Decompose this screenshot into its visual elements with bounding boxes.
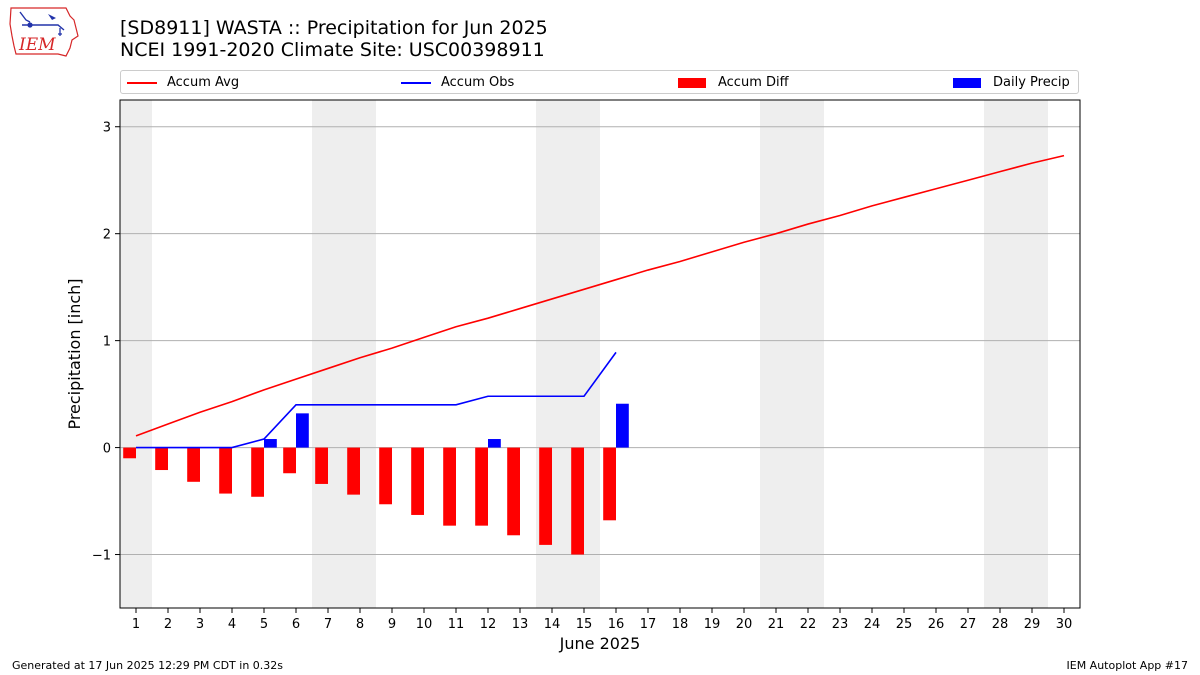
accum-diff-bar [251,447,264,497]
accum-diff-bar [411,447,424,515]
weekend-band [312,100,376,608]
y-tick-label: 0 [103,442,111,457]
x-tick-label: 16 [608,617,625,632]
x-tick-label: 8 [356,617,364,632]
x-tick-label: 24 [864,617,881,632]
x-tick-label: 25 [896,617,913,632]
legend-label-accum-obs: Accum Obs [441,75,515,90]
legend-swatch-daily-precip [953,78,981,88]
weekend-band [984,100,1048,608]
x-tick-label: 4 [228,617,236,632]
daily-precip-bar [488,439,501,448]
chart-subtitle: NCEI 1991-2020 Climate Site: USC00398911 [120,39,545,61]
accum-diff-bar [603,447,616,521]
x-tick-label: 2 [164,617,172,632]
x-tick-label: 29 [1024,617,1041,632]
x-tick-label: 10 [416,617,433,632]
accum-diff-bar [507,447,520,536]
app-label: IEM Autoplot App #17 [1066,659,1189,672]
x-tick-label: 17 [640,617,657,632]
legend-swatch-accum-diff [678,78,706,88]
x-tick-label: 12 [480,617,497,632]
accum-diff-bar [539,447,552,545]
x-tick-label: 18 [672,617,689,632]
x-tick-label: 5 [260,617,268,632]
daily-precip-bar [296,413,309,448]
chart-legend: Accum Avg Accum Obs Accum Diff Daily Pre… [120,70,1079,94]
generated-timestamp: Generated at 17 Jun 2025 12:29 PM CDT in… [12,659,284,672]
y-tick-label: 3 [103,121,111,136]
x-tick-label: 6 [292,617,300,632]
accum-diff-bar [443,447,456,526]
x-tick-label: 9 [388,617,396,632]
y-axis-label: Precipitation [inch] [65,278,84,429]
accum-diff-bar [219,447,232,494]
x-tick-label: 21 [768,617,785,632]
logo-text: IEM [18,35,56,55]
plot-frame [119,99,1081,609]
accum-diff-bar [187,447,200,482]
weekend-band [760,100,824,608]
x-tick-label: 22 [800,617,817,632]
x-tick-label: 23 [832,617,849,632]
accum-diff-bar [283,447,296,474]
x-tick-label: 1 [132,617,140,632]
x-tick-label: 30 [1056,617,1073,632]
daily-precip-bar [264,439,277,448]
legend-label-daily-precip: Daily Precip [993,75,1070,90]
x-tick-label: 15 [576,617,593,632]
daily-precip-bar [616,403,629,448]
accum-diff-bar [155,447,168,471]
accum-diff-bar [123,447,136,459]
x-tick-label: 14 [544,617,561,632]
x-tick-label: 28 [992,617,1009,632]
chart-title-block: [SD8911] WASTA :: Precipitation for Jun … [120,17,548,61]
x-tick-label: 13 [512,617,529,632]
y-tick-label: 2 [103,228,111,243]
x-tick-label: 20 [736,617,753,632]
chart-title: [SD8911] WASTA :: Precipitation for Jun … [120,17,548,39]
x-tick-label: 27 [960,617,977,632]
accum-avg-line [135,154,1065,437]
x-tick-label: 26 [928,617,945,632]
accum-diff-bar [475,447,488,526]
x-tick-label: 11 [448,617,465,632]
legend-label-accum-diff: Accum Diff [718,75,789,90]
legend-swatch-accum-avg [127,82,157,84]
accum-diff-bar [315,447,328,484]
x-tick-label: 19 [704,617,721,632]
y-tick-label: −1 [92,549,111,564]
x-axis-label: June 2025 [559,634,641,653]
y-tick-label: 1 [103,335,111,350]
legend-swatch-accum-obs [401,82,431,84]
weekend-band [120,100,152,608]
accum-diff-bar [347,447,360,495]
accum-obs-line [136,351,617,449]
accum-diff-bar [379,447,392,505]
iem-logo-icon: IEM [8,6,80,60]
x-tick-label: 3 [196,617,204,632]
accum-diff-bar [571,447,584,555]
x-tick-label: 7 [324,617,332,632]
legend-label-accum-avg: Accum Avg [167,75,240,90]
